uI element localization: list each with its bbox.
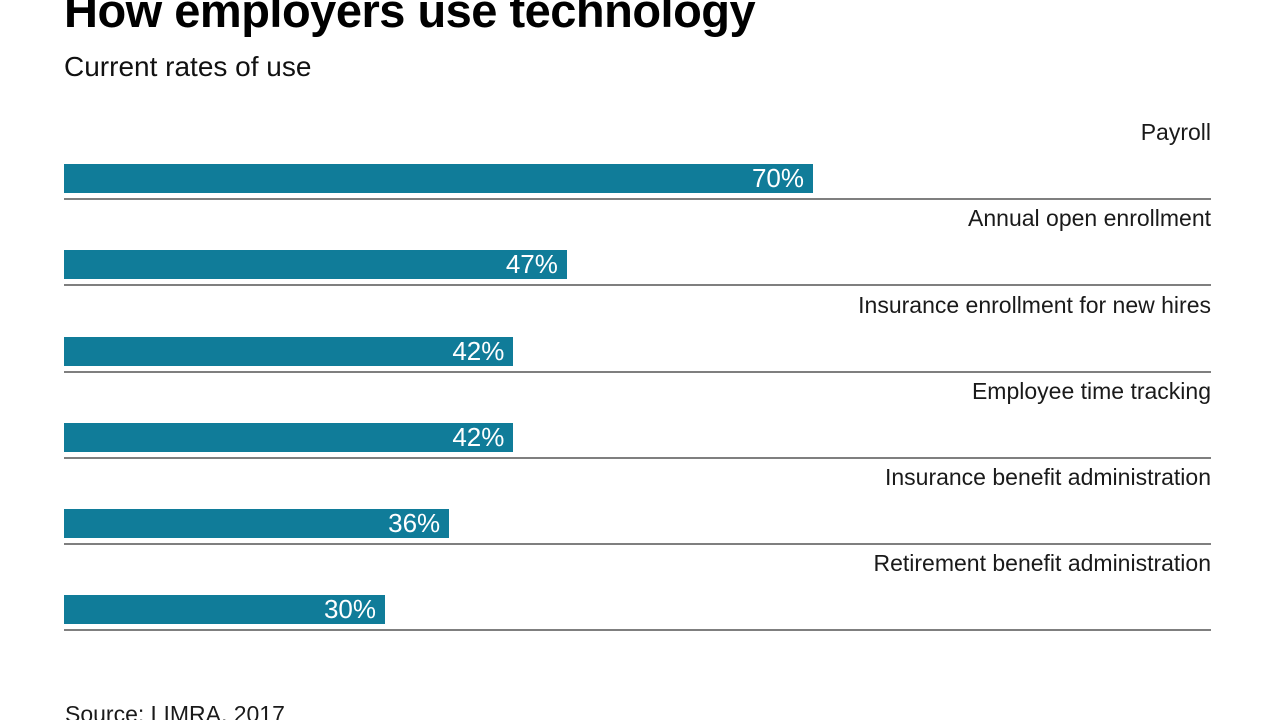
bar: 42% — [64, 335, 514, 366]
value-label: 30% — [323, 594, 376, 625]
bar: 30% — [64, 594, 385, 625]
chart-header: How employers use technology Current rat… — [64, 0, 1211, 84]
bar-row: Retirement benefit administration 30% — [64, 547, 1212, 632]
category-label: Employee time tracking — [971, 377, 1211, 404]
category-label: Payroll — [1140, 119, 1211, 145]
value-label: 47% — [505, 249, 558, 280]
category-label: Retirement benefit administration — [873, 550, 1212, 577]
bar: 70% — [64, 164, 813, 193]
bar: 42% — [64, 421, 514, 452]
bar: 47% — [64, 249, 567, 280]
bar-row: Insurance benefit administration 36% — [64, 461, 1211, 546]
bar-row: Insurance enrollment for new hires 42% — [64, 289, 1211, 373]
chart-subtitle: Current rates of use — [64, 51, 312, 82]
bar: 36% — [64, 508, 450, 539]
category-label: Annual open enrollment — [968, 205, 1211, 232]
bar-row: Annual open enrollment 47% — [64, 202, 1211, 287]
value-label: 42% — [452, 335, 505, 366]
bar-chart: Payroll 70% Annual open enrollment 47% I… — [64, 116, 1211, 634]
value-label: 42% — [452, 421, 505, 452]
bar-row: Employee time tracking 42% — [64, 375, 1211, 459]
category-label: Insurance benefit administration — [884, 464, 1211, 491]
value-label: 70% — [751, 163, 804, 193]
category-label: Insurance enrollment for new hires — [858, 291, 1211, 318]
source-note: Source: LIMRA, 2017 — [65, 701, 285, 720]
value-label: 36% — [388, 508, 441, 539]
bar-row: Payroll 70% — [64, 116, 1211, 200]
chart-title: How employers use technology — [64, 0, 756, 37]
